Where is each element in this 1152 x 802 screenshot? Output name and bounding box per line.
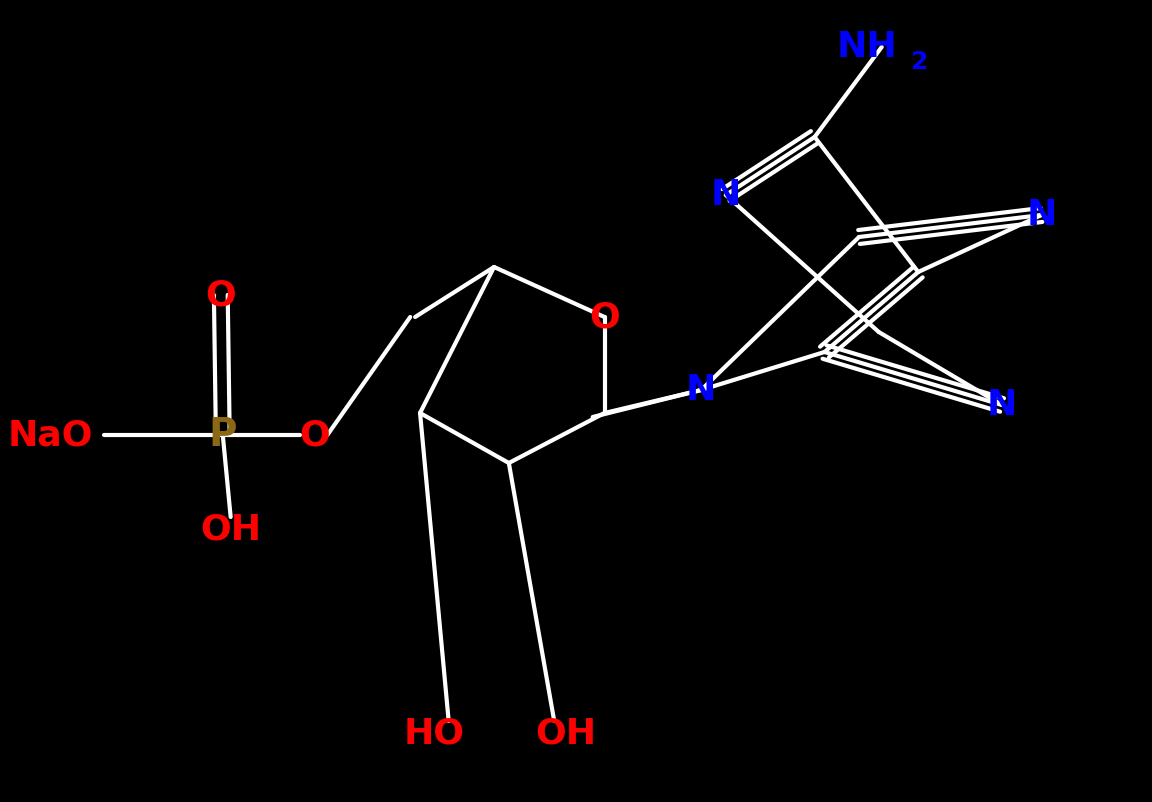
Text: OH: OH: [536, 716, 597, 750]
Text: N: N: [685, 373, 717, 407]
Text: NH: NH: [836, 30, 897, 64]
Text: N: N: [987, 388, 1017, 422]
Text: OH: OH: [200, 513, 262, 547]
Text: O: O: [205, 278, 236, 312]
Text: O: O: [589, 300, 620, 334]
Text: HO: HO: [403, 716, 464, 750]
Text: 2: 2: [910, 50, 927, 74]
Text: N: N: [711, 178, 741, 212]
Text: P: P: [209, 416, 237, 454]
Text: NaO: NaO: [7, 418, 93, 452]
Text: N: N: [1026, 198, 1056, 232]
Text: O: O: [300, 418, 329, 452]
